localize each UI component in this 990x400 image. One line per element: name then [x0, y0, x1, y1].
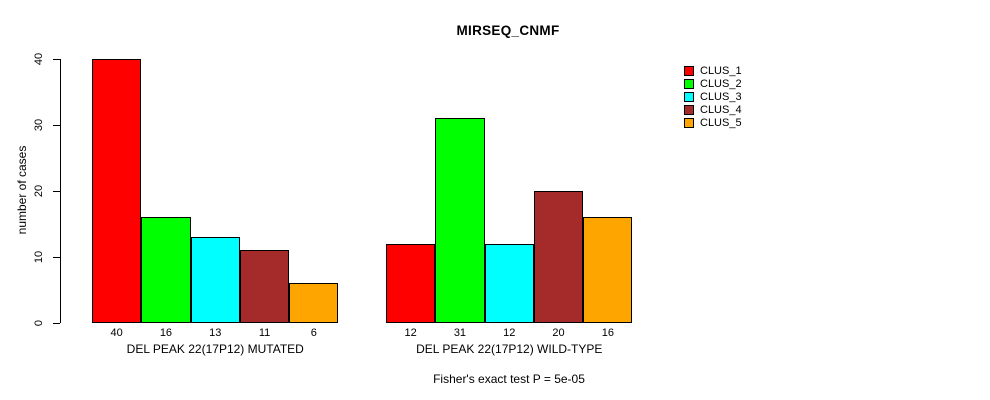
legend-swatch-clus_1 [684, 65, 694, 76]
bar-count-label: 20 [552, 327, 565, 339]
bar-count-label: 6 [310, 327, 317, 339]
legend-swatch-clus_5 [684, 118, 694, 129]
bar-clus_3-group2 [484, 243, 534, 323]
bar-clus_1-group2 [386, 243, 436, 323]
legend-swatch-clus_2 [684, 78, 694, 89]
bar-count-label: 11 [258, 327, 271, 339]
bar-clus_1-group1 [92, 59, 142, 323]
legend-swatch-clus_3 [684, 91, 694, 102]
legend-item-clus_5: CLUS_5 [684, 117, 742, 130]
group-label: DEL PEAK 22(17P12) MUTATED [126, 342, 304, 356]
bar-count-label: 13 [209, 327, 222, 339]
bar-clus_5-group2 [583, 217, 633, 323]
legend-swatch-clus_4 [684, 105, 694, 116]
chart-title: MIRSEQ_CNMF [456, 23, 560, 38]
y-tick-mark [53, 322, 60, 324]
y-tick-label: 40 [33, 52, 45, 66]
bar-clus_2-group2 [435, 118, 485, 323]
y-tick-mark [53, 190, 60, 192]
legend-item-clus_1: CLUS_1 [684, 64, 742, 77]
legend-label: CLUS_3 [700, 90, 742, 103]
y-axis-label: number of cases [15, 145, 29, 235]
bar-count-label: 16 [159, 327, 173, 339]
bar-clus_4-group1 [239, 250, 290, 323]
legend-item-clus_4: CLUS_4 [684, 104, 742, 117]
y-tick-label: 10 [33, 250, 45, 264]
bar-clus_4-group2 [533, 191, 584, 323]
bar-count-label: 12 [404, 327, 417, 339]
bar-clus_3-group1 [190, 237, 240, 323]
y-tick-label: 30 [33, 118, 45, 132]
y-tick-mark [53, 58, 60, 60]
y-axis-line [60, 59, 61, 323]
bar-clus_2-group1 [141, 217, 191, 323]
bar-count-label: 12 [503, 327, 516, 339]
y-tick-label: 20 [33, 184, 45, 198]
y-tick-label: 0 [33, 319, 45, 327]
y-tick-mark [53, 256, 60, 258]
legend-label: CLUS_5 [700, 117, 742, 130]
bar-count-label: 40 [110, 327, 123, 339]
legend-label: CLUS_1 [700, 64, 742, 77]
y-tick-mark [53, 124, 60, 126]
bar-clus_5-group1 [289, 283, 339, 323]
legend-label: CLUS_2 [700, 77, 742, 90]
group-label: DEL PEAK 22(17P12) WILD-TYPE [416, 342, 603, 356]
legend-label: CLUS_4 [700, 104, 742, 117]
legend-item-clus_3: CLUS_3 [684, 90, 742, 103]
legend: CLUS_1 CLUS_2 CLUS_3 CLUS_4 CLUS_5 [684, 64, 742, 130]
annotation-text: Fisher's exact test P = 5e-05 [433, 372, 585, 386]
bar-count-label: 16 [601, 327, 614, 339]
legend-item-clus_2: CLUS_2 [684, 77, 742, 90]
bar-count-label: 31 [453, 327, 467, 339]
